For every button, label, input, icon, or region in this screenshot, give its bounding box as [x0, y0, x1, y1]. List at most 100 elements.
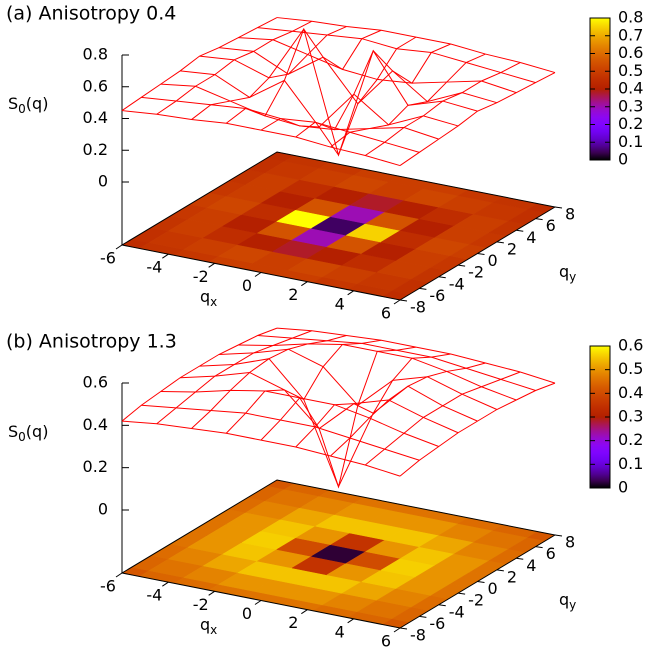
z-tick-label: 0.6: [83, 76, 108, 95]
colorbar-tick-label: 0.5: [618, 61, 643, 80]
y-tick-label: -8: [410, 298, 426, 317]
surface-column: [260, 346, 417, 489]
x-tick: [254, 272, 262, 277]
colorbar-tick-label: 0.3: [618, 96, 643, 115]
panel-title: (a) Anisotropy 0.4: [6, 3, 176, 25]
x-axis-label: qx: [200, 287, 217, 309]
x-tick-label: -4: [146, 258, 162, 277]
z-tick-label: 0.2: [83, 457, 108, 476]
colorbar-tick-label: 0.1: [618, 132, 643, 151]
y-tick-label: 6: [546, 544, 556, 563]
y-axis-label: qy: [559, 262, 576, 284]
y-tick-label: -6: [429, 286, 445, 305]
x-tick-label: -6: [100, 249, 116, 268]
z-tick-label: 0: [98, 500, 108, 519]
y-tick-label: -4: [449, 274, 465, 293]
y-tick-label: -2: [468, 263, 484, 282]
panel: (b) Anisotropy 1.3-6 -4 -2 0 2 4 6 -8-6-4-20246…: [6, 327, 643, 651]
y-tick-label: -4: [449, 602, 465, 621]
surface-row: [141, 96, 420, 153]
x-tick-label: 4: [335, 622, 345, 641]
y-tick-label: -2: [468, 591, 484, 610]
x-tick-label: -6: [100, 577, 116, 596]
y-tick: [496, 241, 504, 244]
x-tick-label: 0: [242, 604, 252, 623]
x-tick: [347, 290, 354, 296]
y-tick: [535, 218, 543, 221]
y-tick: [554, 534, 563, 537]
surface-column: [364, 371, 521, 466]
x-tick-label: -2: [193, 267, 209, 286]
z-tick-label: 0.8: [83, 45, 108, 64]
colorbar-tick-label: 0: [618, 150, 628, 169]
x-tick: [208, 590, 215, 596]
surface-column: [399, 382, 556, 477]
surface-column: [364, 62, 521, 156]
y-tick: [516, 229, 524, 232]
surface-column: [121, 17, 278, 111]
x-tick: [115, 572, 123, 578]
y-axis-label: qy: [559, 590, 576, 612]
colorbar-tick-label: 0.4: [618, 79, 643, 98]
x-tick-label: 6: [381, 632, 391, 649]
colorbar-tick-label: 0.3: [618, 407, 643, 426]
x-tick: [301, 281, 308, 287]
z-tick-label: 0: [98, 172, 108, 191]
x-tick: [393, 299, 401, 305]
colorbar-tick-label: 0.4: [618, 383, 643, 402]
surface-row: [121, 110, 401, 167]
panel: (a) Anisotropy 0.4-6 -4 -2 0 2 4 6 -8-6-4-20246…: [6, 3, 643, 323]
y-tick: [516, 557, 524, 560]
surface-row: [141, 404, 420, 461]
y-tick: [399, 627, 408, 630]
y-tick-label: 4: [526, 228, 536, 247]
surface-column: [156, 20, 312, 115]
y-tick-label: 2: [507, 239, 517, 258]
x-tick-label: 2: [288, 613, 298, 632]
x-tick: [301, 609, 308, 615]
surface-row: [180, 70, 459, 128]
x-tick-label: 0: [242, 276, 252, 295]
colorbar-tick-label: 0.2: [618, 114, 643, 133]
surface-column: [295, 353, 451, 448]
y-tick-label: 0: [488, 251, 498, 270]
x-tick-label: -4: [146, 586, 162, 605]
colorbar-tick-label: 0.6: [618, 43, 643, 62]
y-tick: [399, 299, 408, 302]
y-tick: [419, 287, 427, 290]
y-tick-label: 0: [488, 579, 498, 598]
colorbar-tick-label: 0.5: [618, 359, 643, 378]
colorbar-tick-label: 0: [618, 478, 628, 497]
y-tick: [554, 206, 563, 209]
y-tick-label: 2: [507, 567, 517, 586]
x-tick: [208, 262, 215, 268]
y-tick: [477, 253, 485, 255]
x-tick-label: 4: [335, 294, 345, 313]
x-axis-label: qx: [200, 615, 217, 637]
x-tick-label: -2: [193, 595, 209, 614]
surface-column: [156, 330, 312, 425]
surface-column: [260, 36, 417, 157]
colorbar-tick-label: 0.8: [618, 8, 643, 27]
z-tick-label: 0.6: [83, 373, 108, 392]
surface-column: [330, 362, 486, 457]
y-tick-label: -6: [429, 614, 445, 633]
y-tick: [477, 581, 485, 583]
colorbar-tick-label: 0.6: [618, 336, 643, 355]
y-tick-label: 8: [565, 533, 575, 552]
surface-row: [218, 348, 498, 410]
panel-title: (b) Anisotropy 1.3: [6, 331, 177, 353]
surface-column: [191, 26, 347, 120]
surface-row: [276, 17, 556, 74]
surface-column: [225, 28, 382, 124]
z-axis-label: S0(q): [8, 422, 48, 444]
colorbar-tick-label: 0.2: [618, 430, 643, 449]
x-tick: [347, 618, 354, 624]
colorbar-tick-label: 0.1: [618, 454, 643, 473]
z-tick-label: 0.4: [83, 108, 108, 127]
x-tick: [162, 581, 169, 587]
x-tick: [393, 627, 401, 633]
surface-column: [330, 53, 486, 148]
x-tick: [254, 600, 262, 605]
